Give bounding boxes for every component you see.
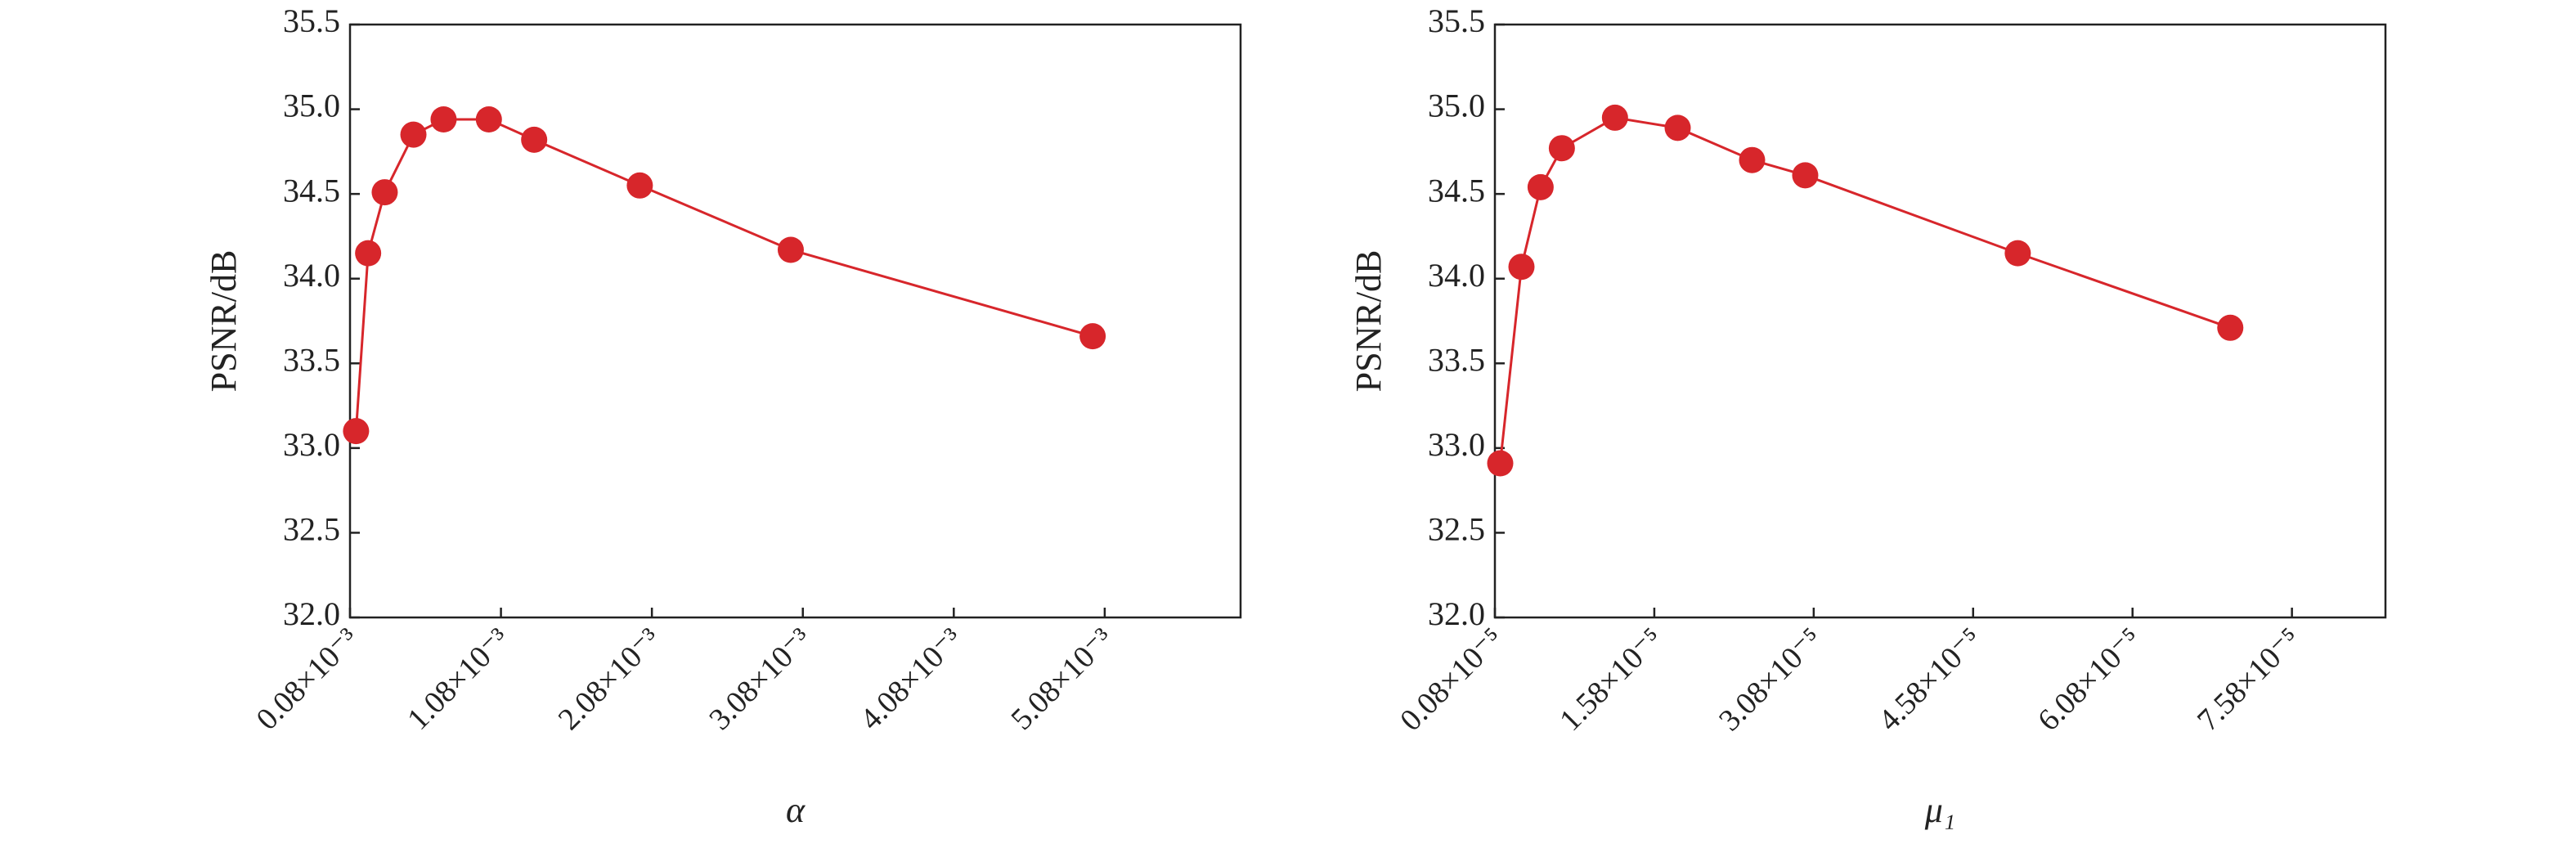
data-point	[475, 106, 502, 132]
data-point	[1739, 146, 1766, 173]
y-axis-label: PSNR/dB	[1349, 250, 1389, 393]
x-tick-label: 5.08×10⁻³	[1004, 622, 1120, 737]
y-tick-label: 33.5	[1428, 341, 1485, 378]
x-tick-label: 7.58×10⁻⁵	[2191, 622, 2307, 738]
data-point	[1664, 114, 1691, 141]
y-tick-label: 35.5	[1428, 2, 1485, 39]
data-point	[400, 121, 427, 148]
y-tick-label: 34.0	[1428, 257, 1485, 294]
x-tick-label: 4.58×10⁻⁵	[1872, 622, 1988, 738]
data-point	[1601, 104, 1628, 131]
data-point	[355, 240, 382, 267]
y-tick-label: 34.5	[283, 172, 340, 209]
y-tick-label: 32.0	[283, 595, 340, 632]
y-tick-label: 34.0	[283, 257, 340, 294]
data-point	[626, 172, 653, 199]
data-point	[343, 418, 370, 445]
y-tick-label: 33.5	[283, 341, 340, 378]
data-point	[1079, 323, 1106, 350]
x-tick-label: 3.08×10⁻³	[702, 622, 818, 737]
data-point	[1792, 162, 1819, 189]
plot-frame	[348, 23, 1242, 619]
y-tick-label: 33.0	[1428, 426, 1485, 463]
data-point	[521, 126, 548, 153]
y-tick-label: 32.0	[1428, 595, 1485, 632]
data-point	[430, 106, 457, 132]
x-tick-label: 3.08×10⁻⁵	[1712, 622, 1829, 738]
y-tick-label: 35.5	[283, 2, 340, 39]
x-tick-label: 1.08×10⁻³	[401, 622, 516, 737]
y-tick-label: 34.5	[1428, 172, 1485, 209]
data-point	[1508, 254, 1535, 281]
data-point	[1487, 450, 1514, 477]
data-point	[777, 236, 804, 263]
x-tick-label: 4.08×10⁻³	[854, 622, 969, 737]
series-line	[1499, 116, 2231, 464]
x-tick-label: 0.08×10⁻⁵	[1393, 622, 1510, 738]
plot-frame	[1493, 23, 2387, 619]
y-tick-label: 33.0	[283, 426, 340, 463]
data-point	[1527, 173, 1554, 200]
x-tick-label: 2.08×10⁻³	[552, 622, 667, 737]
x-tick-label: 1.58×10⁻⁵	[1553, 622, 1669, 738]
y-tick-label: 32.5	[283, 511, 340, 548]
data-point	[2004, 240, 2031, 267]
x-axis-label: μ₁	[1924, 790, 1955, 830]
x-axis-label: α	[786, 790, 806, 830]
x-tick-label: 0.08×10⁻³	[250, 622, 366, 737]
y-axis-label: PSNR/dB	[204, 250, 244, 393]
data-point	[1548, 135, 1575, 162]
x-tick-label: 6.08×10⁻⁵	[2031, 622, 2147, 738]
y-tick-label: 35.0	[1428, 88, 1485, 124]
y-tick-label: 32.5	[1428, 511, 1485, 548]
data-point	[2217, 314, 2244, 341]
data-point	[371, 179, 398, 206]
y-tick-label: 35.0	[283, 88, 340, 124]
series-line	[354, 118, 1093, 432]
